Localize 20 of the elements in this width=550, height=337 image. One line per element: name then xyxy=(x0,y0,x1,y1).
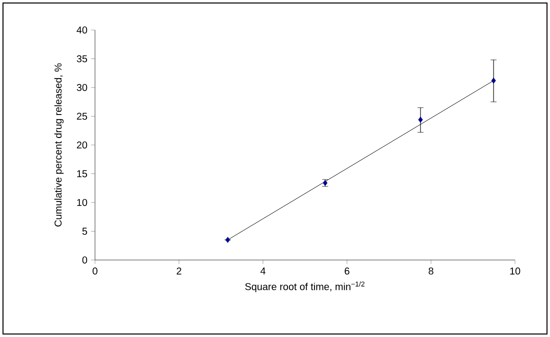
x-tick-label: 4 xyxy=(260,268,266,274)
y-tick-label: 30 xyxy=(76,84,88,92)
x-tick-label: 10 xyxy=(510,268,520,275)
x-tick-label: 0 xyxy=(92,268,98,275)
y-tick-label: 15 xyxy=(77,170,88,178)
y-tick-label: 25 xyxy=(76,112,88,120)
point xyxy=(418,116,423,123)
y-tick-label: 40 xyxy=(76,26,88,34)
y-tick-label: 5 xyxy=(82,228,88,235)
x-tick-label: 6 xyxy=(344,268,350,275)
y-axis-title: Cumulative percent drug released, % xyxy=(54,63,64,226)
y-tick-label: 20 xyxy=(76,141,88,149)
x-tick-label: 2 xyxy=(176,268,182,274)
point xyxy=(225,236,230,243)
x-tick-label: 8 xyxy=(428,268,434,275)
y-tick-label: 35 xyxy=(76,55,88,62)
y-tick-label: 10 xyxy=(77,198,88,206)
x-axis-title: Square root of time, min$^{−1/2}$ xyxy=(245,281,364,292)
point xyxy=(491,78,496,84)
y-tick-label: 0 xyxy=(82,256,88,264)
